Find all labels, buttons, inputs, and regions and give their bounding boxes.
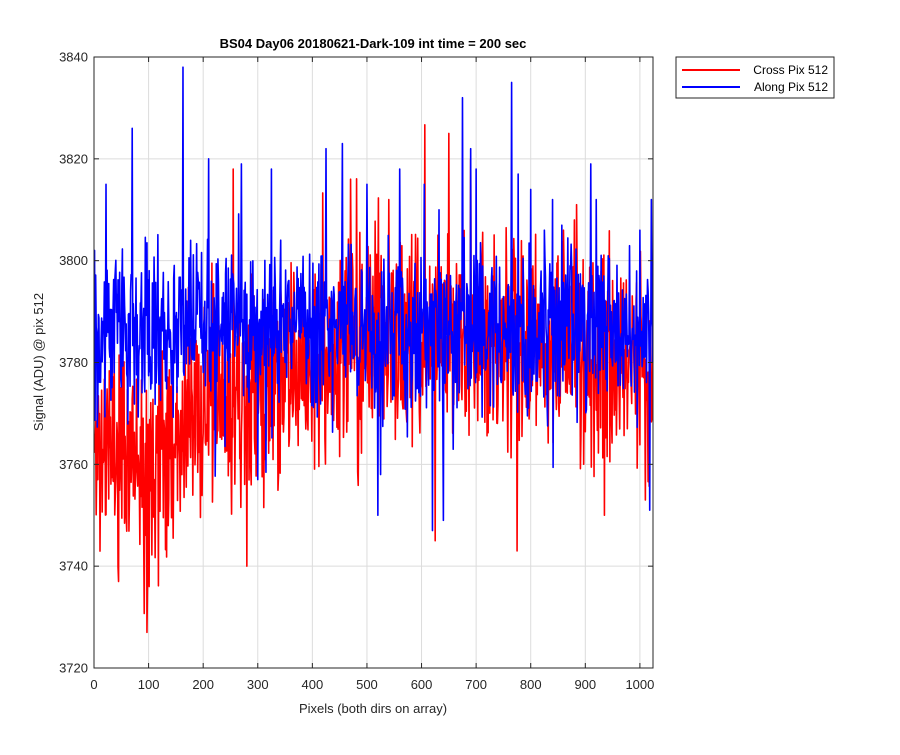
y-tick-label: 3760: [59, 457, 88, 472]
x-tick-label: 300: [247, 677, 269, 692]
x-tick-label: 700: [465, 677, 487, 692]
y-tick-label: 3800: [59, 253, 88, 268]
x-tick-label: 900: [574, 677, 596, 692]
x-tick-label: 200: [192, 677, 214, 692]
series-line-along: [94, 66, 653, 532]
legend: Cross Pix 512 Along Pix 512: [675, 56, 835, 99]
y-tick-label: 3840: [59, 50, 88, 65]
y-tick-label: 3720: [59, 661, 88, 676]
ticks: 0 100 200 300 400 500 600 700 800 900 1000 3720 3740…: [59, 50, 654, 693]
x-tick-label: 400: [302, 677, 324, 692]
y-tick-label: 3820: [59, 151, 88, 166]
x-tick-label: 1000: [625, 677, 654, 692]
x-tick-label: 0: [90, 677, 97, 692]
legend-label-cross: Cross Pix 512: [753, 63, 828, 77]
x-axis-label: Pixels (both dirs on array): [299, 701, 447, 716]
chart-title: BS04 Day06 20180621-Dark-109 int time = …: [220, 36, 527, 51]
series-layer: [94, 66, 653, 634]
x-tick-label: 100: [138, 677, 160, 692]
y-axis-label: Signal (ADU) @ pix 512: [31, 293, 46, 431]
legend-label-along: Along Pix 512: [754, 80, 828, 94]
legend-box: [675, 56, 835, 99]
x-tick-label: 600: [411, 677, 433, 692]
y-tick-label: 3780: [59, 355, 88, 370]
x-tick-label: 500: [356, 677, 378, 692]
x-tick-label: 800: [520, 677, 542, 692]
y-tick-label: 3740: [59, 559, 88, 574]
